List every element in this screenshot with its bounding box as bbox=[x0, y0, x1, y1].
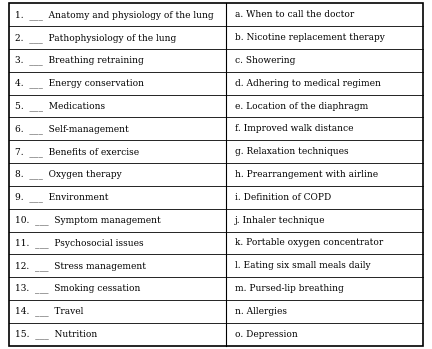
Text: 5.  ___  Medications: 5. ___ Medications bbox=[15, 101, 105, 111]
Text: 8.  ___  Oxygen therapy: 8. ___ Oxygen therapy bbox=[15, 170, 122, 179]
Text: b. Nicotine replacement therapy: b. Nicotine replacement therapy bbox=[235, 33, 384, 42]
Text: 10.  ___  Symptom management: 10. ___ Symptom management bbox=[15, 215, 161, 225]
Text: i. Definition of COPD: i. Definition of COPD bbox=[235, 193, 331, 202]
Text: f. Improved walk distance: f. Improved walk distance bbox=[235, 124, 353, 133]
Text: d. Adhering to medical regimen: d. Adhering to medical regimen bbox=[235, 79, 381, 88]
Text: 12.  ___  Stress management: 12. ___ Stress management bbox=[15, 261, 146, 270]
Text: h. Prearrangement with airline: h. Prearrangement with airline bbox=[235, 170, 378, 179]
Text: 2.  ___  Pathophysiology of the lung: 2. ___ Pathophysiology of the lung bbox=[15, 33, 176, 43]
Text: k. Portable oxygen concentrator: k. Portable oxygen concentrator bbox=[235, 238, 383, 247]
Text: 14.  ___  Travel: 14. ___ Travel bbox=[15, 306, 83, 316]
Text: 4.  ___  Energy conservation: 4. ___ Energy conservation bbox=[15, 79, 144, 88]
Text: 11.  ___  Psychosocial issues: 11. ___ Psychosocial issues bbox=[15, 238, 143, 248]
Text: 9.  ___  Environment: 9. ___ Environment bbox=[15, 192, 108, 202]
Text: g. Relaxation techniques: g. Relaxation techniques bbox=[235, 147, 348, 156]
Text: 3.  ___  Breathing retraining: 3. ___ Breathing retraining bbox=[15, 55, 143, 65]
Text: a. When to call the doctor: a. When to call the doctor bbox=[235, 10, 354, 20]
Text: 15.  ___  Nutrition: 15. ___ Nutrition bbox=[15, 329, 97, 339]
Text: j. Inhaler technique: j. Inhaler technique bbox=[235, 216, 325, 225]
Text: m. Pursed-lip breathing: m. Pursed-lip breathing bbox=[235, 284, 343, 293]
Text: 6.  ___  Self-management: 6. ___ Self-management bbox=[15, 124, 129, 134]
Text: c. Showering: c. Showering bbox=[235, 56, 295, 65]
Text: e. Location of the diaphragm: e. Location of the diaphragm bbox=[235, 102, 368, 111]
Text: 1.  ___  Anatomy and physiology of the lung: 1. ___ Anatomy and physiology of the lun… bbox=[15, 10, 213, 20]
Text: 7.  ___  Benefits of exercise: 7. ___ Benefits of exercise bbox=[15, 147, 139, 157]
Text: l. Eating six small meals daily: l. Eating six small meals daily bbox=[235, 261, 370, 270]
Text: 13.  ___  Smoking cessation: 13. ___ Smoking cessation bbox=[15, 284, 140, 294]
Text: n. Allergies: n. Allergies bbox=[235, 307, 287, 316]
Text: o. Depression: o. Depression bbox=[235, 329, 297, 339]
